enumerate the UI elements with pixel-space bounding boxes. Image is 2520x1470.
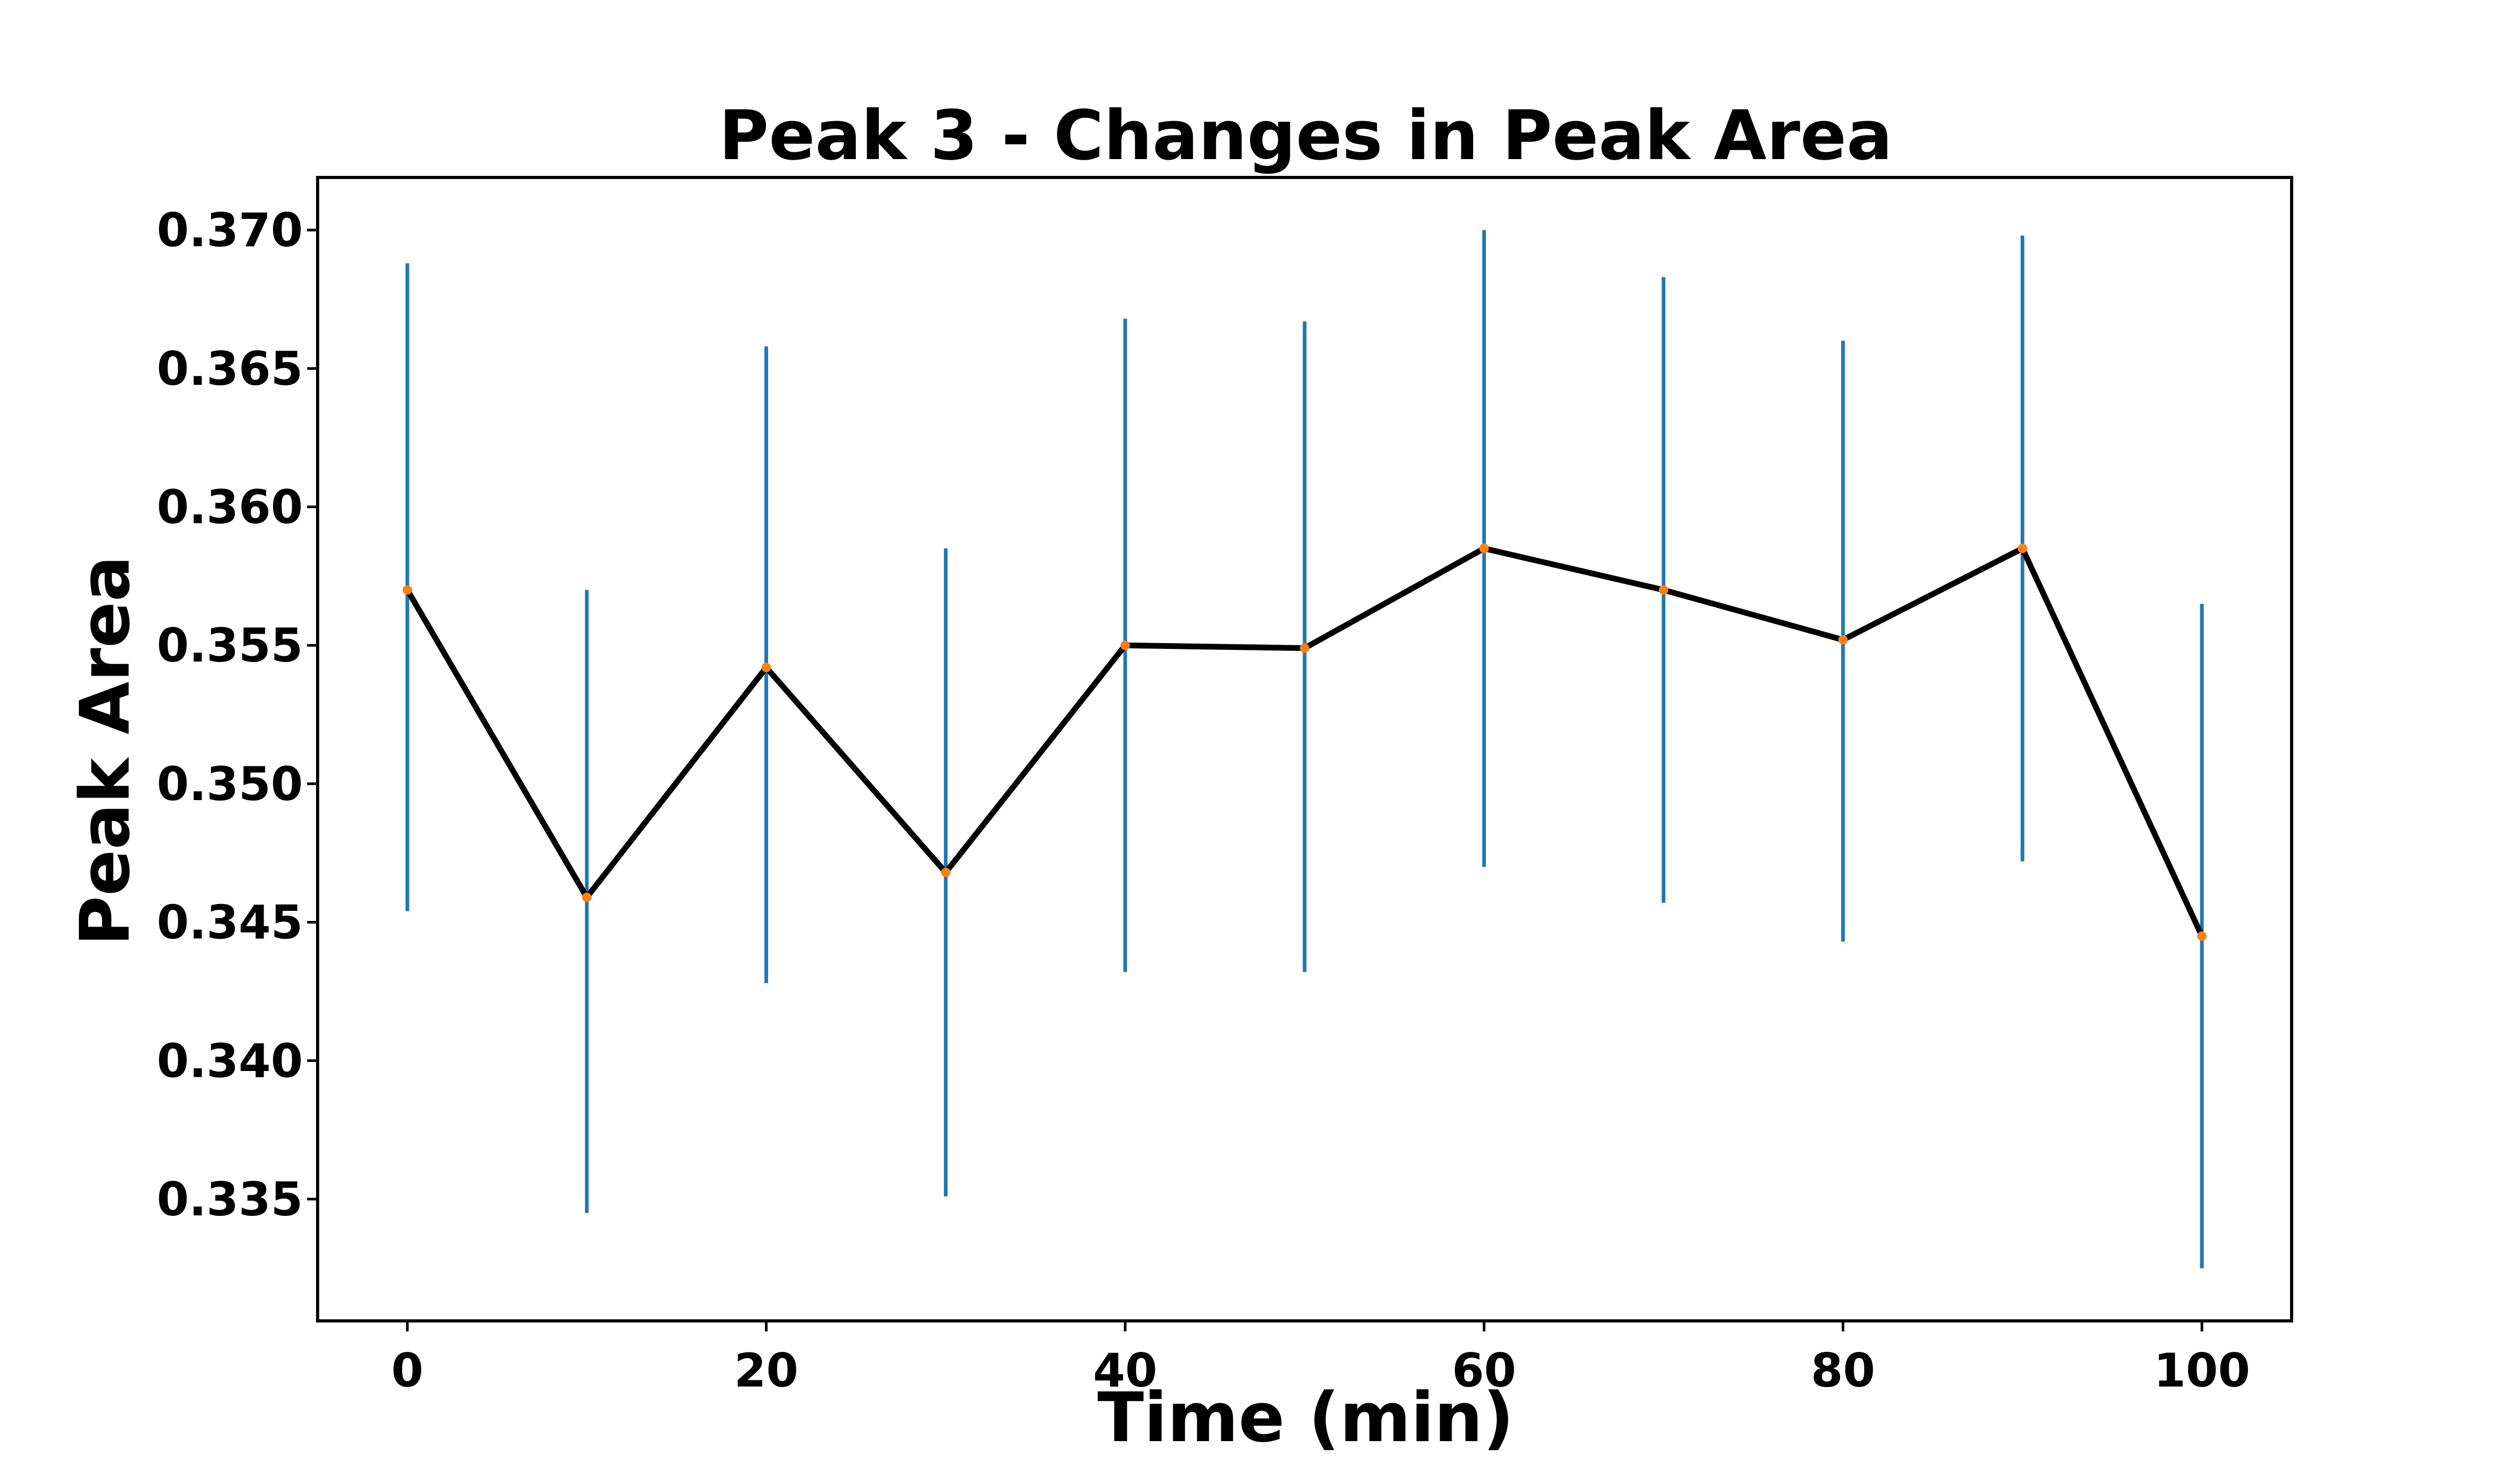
- x-tick-label: 80: [1811, 1343, 1875, 1398]
- data-point: [1120, 640, 1130, 650]
- y-tick-label: 0.370: [157, 203, 303, 257]
- x-tick-label: 40: [1093, 1343, 1157, 1398]
- x-tick-label: 20: [734, 1343, 798, 1398]
- data-point: [2018, 543, 2028, 553]
- x-tick-label: 60: [1452, 1343, 1516, 1398]
- data-point: [1658, 585, 1668, 595]
- data-point: [2197, 931, 2207, 941]
- data-point: [761, 663, 771, 673]
- chart-title: Peak 3 - Changes in Peak Area: [719, 96, 1893, 175]
- y-tick-label: 0.335: [157, 1172, 303, 1226]
- y-tick-label: 0.340: [157, 1034, 303, 1088]
- plot-frame: [316, 176, 2293, 1322]
- data-point: [1838, 635, 1848, 645]
- x-tick-label: 0: [391, 1343, 423, 1398]
- y-tick-label: 0.355: [157, 618, 303, 673]
- data-point: [402, 585, 412, 595]
- data-point: [941, 867, 951, 877]
- data-point: [582, 892, 592, 902]
- y-tick-label: 0.365: [157, 342, 303, 396]
- y-tick-label: 0.350: [157, 757, 303, 811]
- y-tick-label: 0.345: [157, 896, 303, 950]
- y-axis-label: Peak Area: [65, 555, 145, 946]
- y-tick-label: 0.360: [157, 480, 303, 534]
- data-point: [1300, 643, 1309, 653]
- data-point: [1479, 543, 1489, 553]
- x-axis-label: Time (min): [1097, 1378, 1514, 1457]
- x-tick-label: 100: [2154, 1343, 2250, 1398]
